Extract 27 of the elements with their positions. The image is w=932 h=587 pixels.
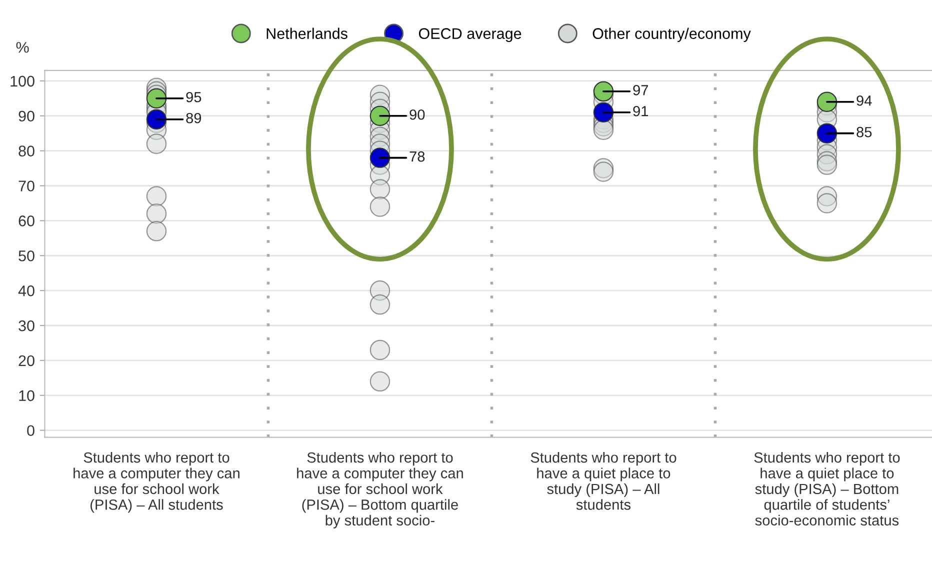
data-label: 78 <box>410 151 425 162</box>
y-tick-label: 100 <box>10 76 34 87</box>
data-label: 95 <box>186 92 202 102</box>
y-tick-label: 90 <box>18 110 34 122</box>
legend-label: Other country/economy <box>592 28 751 42</box>
y-tick-label: 40 <box>18 285 34 296</box>
y-tick-label: 70 <box>18 180 34 192</box>
data-label: 94 <box>856 95 872 106</box>
y-tick-label: 0 <box>27 425 34 436</box>
data-label: 89 <box>186 112 202 124</box>
x-tick-label: Students who report to have a quiet place to study (PISA) – Bottom quartile of students’ socio-economic status <box>754 452 900 526</box>
data-label: 91 <box>633 106 648 116</box>
y-tick-label: 80 <box>18 146 34 156</box>
data-label: 90 <box>410 109 425 120</box>
y-tick-label: 10 <box>19 390 34 402</box>
data-label: 85 <box>856 126 872 138</box>
x-tick-label: Students who report to have a quiet place to study (PISA) – All students <box>530 452 676 510</box>
x-tick-label: Students who report to have a computer they can use for school work (PISA) – All students <box>74 452 240 513</box>
legend-label: Netherlands <box>266 28 348 39</box>
legend-label: OECD average <box>418 28 522 42</box>
y-axis-title: % <box>16 42 29 53</box>
y-tick-label: 30 <box>18 320 34 332</box>
y-tick-label: 20 <box>18 355 34 366</box>
data-label: 97 <box>633 84 648 96</box>
y-tick-label: 60 <box>18 216 34 226</box>
x-tick-label: Students who report to have a computer they can use for school work (PISA) – Bottom quartile by student socio- <box>297 452 463 528</box>
y-tick-label: 50 <box>18 250 34 262</box>
